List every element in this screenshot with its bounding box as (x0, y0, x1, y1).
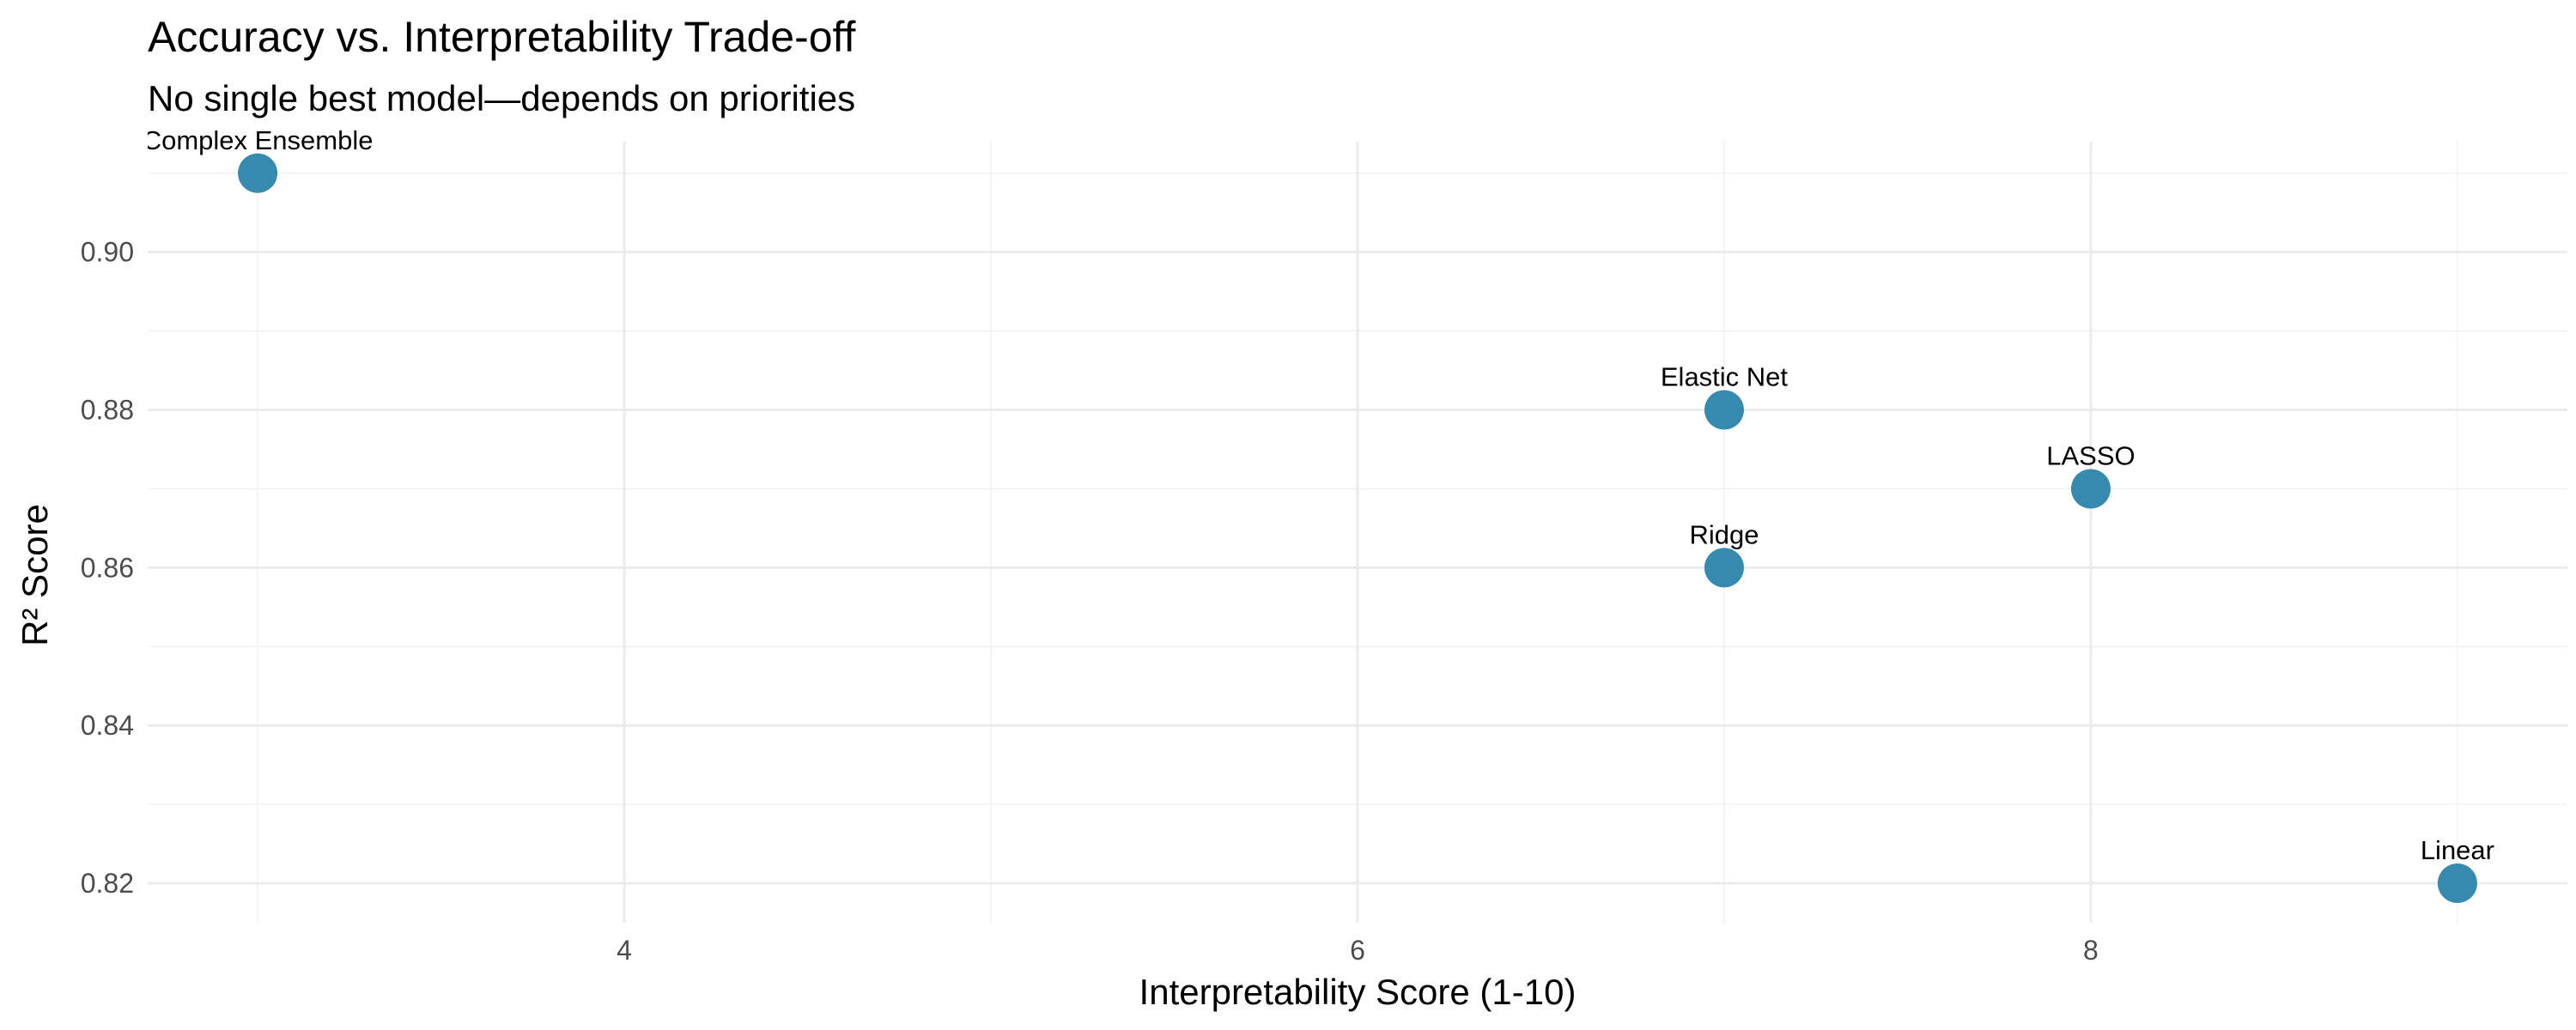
x-tick-label: 6 (1350, 935, 1365, 966)
point-label: LASSO (2046, 440, 2135, 470)
data-point (2437, 863, 2477, 904)
data-point (1704, 390, 1744, 430)
point-label: Linear (2421, 835, 2494, 865)
point-labels: Complex Ensemble Elastic Net LASSO Ridge Lin… (143, 125, 2494, 865)
x-axis-title: Interpretability Score (1-10) (1139, 972, 1577, 1012)
grid (148, 142, 2567, 923)
point-label: Complex Ensemble (143, 125, 374, 155)
chart-subtitle: No single best model—depends on prioriti… (148, 78, 855, 118)
x-tick-label: 4 (617, 935, 632, 966)
y-axis-title: R² Score (15, 504, 55, 646)
y-tick-label: 0.86 (81, 552, 134, 583)
y-tick-label: 0.88 (81, 395, 134, 426)
point-label: Ridge (1689, 519, 1759, 549)
x-tick-label: 8 (2083, 935, 2099, 966)
data-point (1704, 548, 1744, 588)
point-label: Elastic Net (1661, 362, 1789, 392)
y-tick-label: 0.84 (81, 710, 134, 741)
y-tick-label: 0.82 (81, 868, 134, 899)
data-point (2070, 469, 2111, 509)
y-tick-label: 0.90 (81, 237, 134, 268)
axis-ticks: 4 6 8 0.82 0.84 0.86 0.88 0.90 (81, 237, 2099, 966)
chart-title: Accuracy vs. Interpretability Trade-off (148, 13, 856, 61)
data-points (238, 153, 2477, 904)
data-point (238, 153, 278, 193)
